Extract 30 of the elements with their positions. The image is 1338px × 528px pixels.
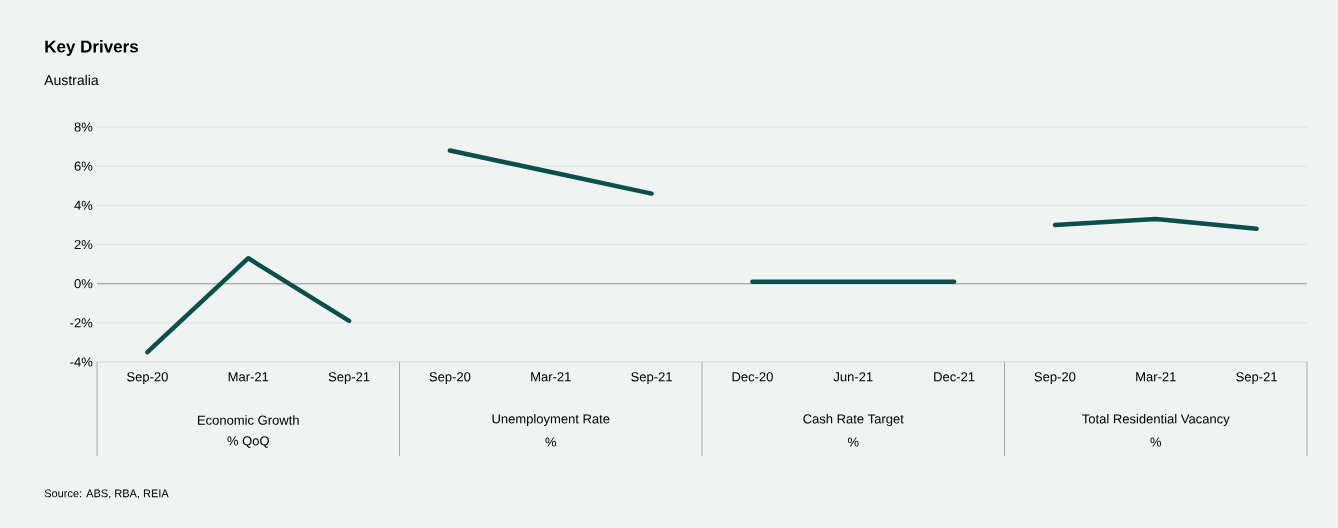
text: Unemployment Rate — [492, 413, 610, 427]
x-tick-label: Dec-21 — [934, 372, 975, 382]
text: Cash Rate Target — [803, 413, 904, 427]
y-tick-label: 4% — [74, 200, 93, 210]
x-tick-label: Dec-20 — [732, 372, 773, 382]
chart-subtitle: Australia — [44, 74, 99, 86]
x-tick-label: Sep-21 — [631, 372, 672, 384]
y-tick-label: 0% — [74, 279, 93, 289]
text: % — [847, 437, 859, 447]
x-tick-label: Mar-21 — [228, 372, 269, 382]
chart-title: Key Drivers — [45, 40, 138, 56]
y-tick-label: 6% — [74, 161, 93, 171]
source-note: Source: ABS, RBA, REIA — [44, 489, 169, 499]
x-tick-label: Sep-20 — [127, 372, 168, 384]
y-tick-label: 8% — [74, 122, 93, 132]
y-tick-label: 2% — [74, 239, 93, 250]
x-tick-label: Mar-21 — [1136, 372, 1176, 382]
x-tick-label: Jun-21 — [833, 372, 873, 382]
text: Total Residential Vacancy — [1082, 413, 1230, 427]
x-tick-label: Sep-21 — [328, 372, 370, 384]
text: % — [545, 437, 557, 447]
x-tick-label: Sep-20 — [1034, 372, 1076, 384]
text: % — [1150, 437, 1162, 447]
x-tick-label: Sep-21 — [1236, 372, 1277, 384]
y-tick-label: -2% — [70, 318, 93, 328]
text: % QoQ — [227, 436, 269, 448]
x-tick-label: Mar-21 — [531, 372, 571, 382]
text: Economic Growth — [198, 415, 299, 425]
x-tick-label: Sep-20 — [429, 372, 471, 384]
y-tick-label: -4% — [70, 357, 93, 367]
